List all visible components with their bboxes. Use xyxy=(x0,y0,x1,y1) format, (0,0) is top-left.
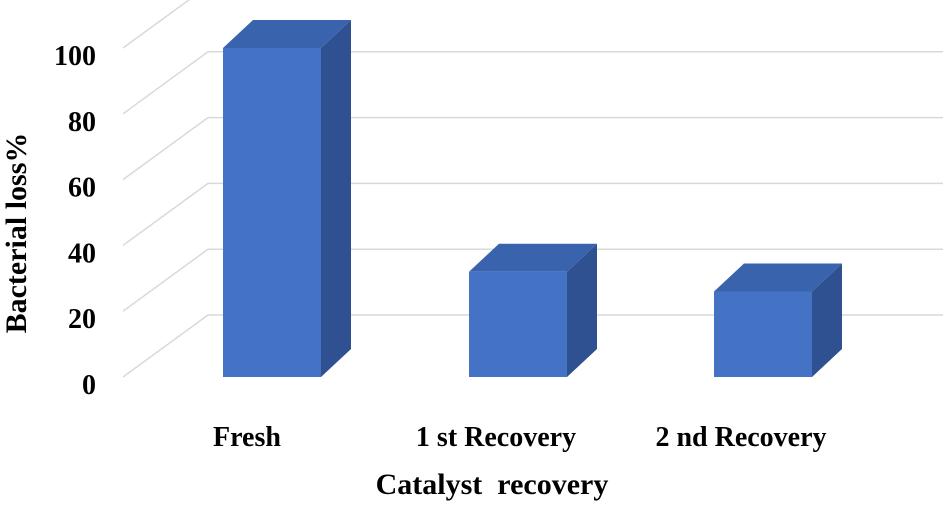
bar xyxy=(714,263,842,377)
bar xyxy=(469,243,597,377)
gridline xyxy=(122,0,191,49)
bars xyxy=(223,20,842,377)
x-category-labels: Fresh 1 st Recovery 2 nd Recovery xyxy=(213,422,827,453)
bar-side-face xyxy=(567,243,597,377)
bar-front-face xyxy=(714,291,812,377)
gridline xyxy=(122,116,943,181)
y-tick-label: 40 xyxy=(68,238,96,269)
bar-top-face xyxy=(714,263,842,292)
y-axis-title: Bacterial loss% xyxy=(0,133,33,334)
bar xyxy=(223,20,351,377)
bar-top-face xyxy=(469,243,597,272)
y-tick-label: 100 xyxy=(54,41,96,72)
x-category-label: 1 st Recovery xyxy=(416,422,576,453)
y-tick-label: 20 xyxy=(68,304,96,335)
bar-side-face xyxy=(812,263,842,377)
x-category-label: 2 nd Recovery xyxy=(655,422,826,453)
bar-side-face xyxy=(321,20,351,377)
bar-front-face xyxy=(223,48,321,377)
x-axis-title: Catalyst recovery xyxy=(376,468,609,501)
y-tick-label: 0 xyxy=(82,370,96,401)
gridline xyxy=(122,51,943,115)
y-tick-labels: 0 20 40 60 80 100 xyxy=(54,41,96,401)
grid-lines xyxy=(122,0,943,378)
y-tick-label: 80 xyxy=(68,107,96,138)
gridline xyxy=(122,314,943,378)
bar-top-face xyxy=(223,20,351,48)
gridline xyxy=(122,248,943,312)
x-category-label: Fresh xyxy=(213,422,281,453)
bar-front-face xyxy=(469,271,567,377)
gridline xyxy=(122,182,943,247)
y-tick-label: 60 xyxy=(68,173,96,204)
